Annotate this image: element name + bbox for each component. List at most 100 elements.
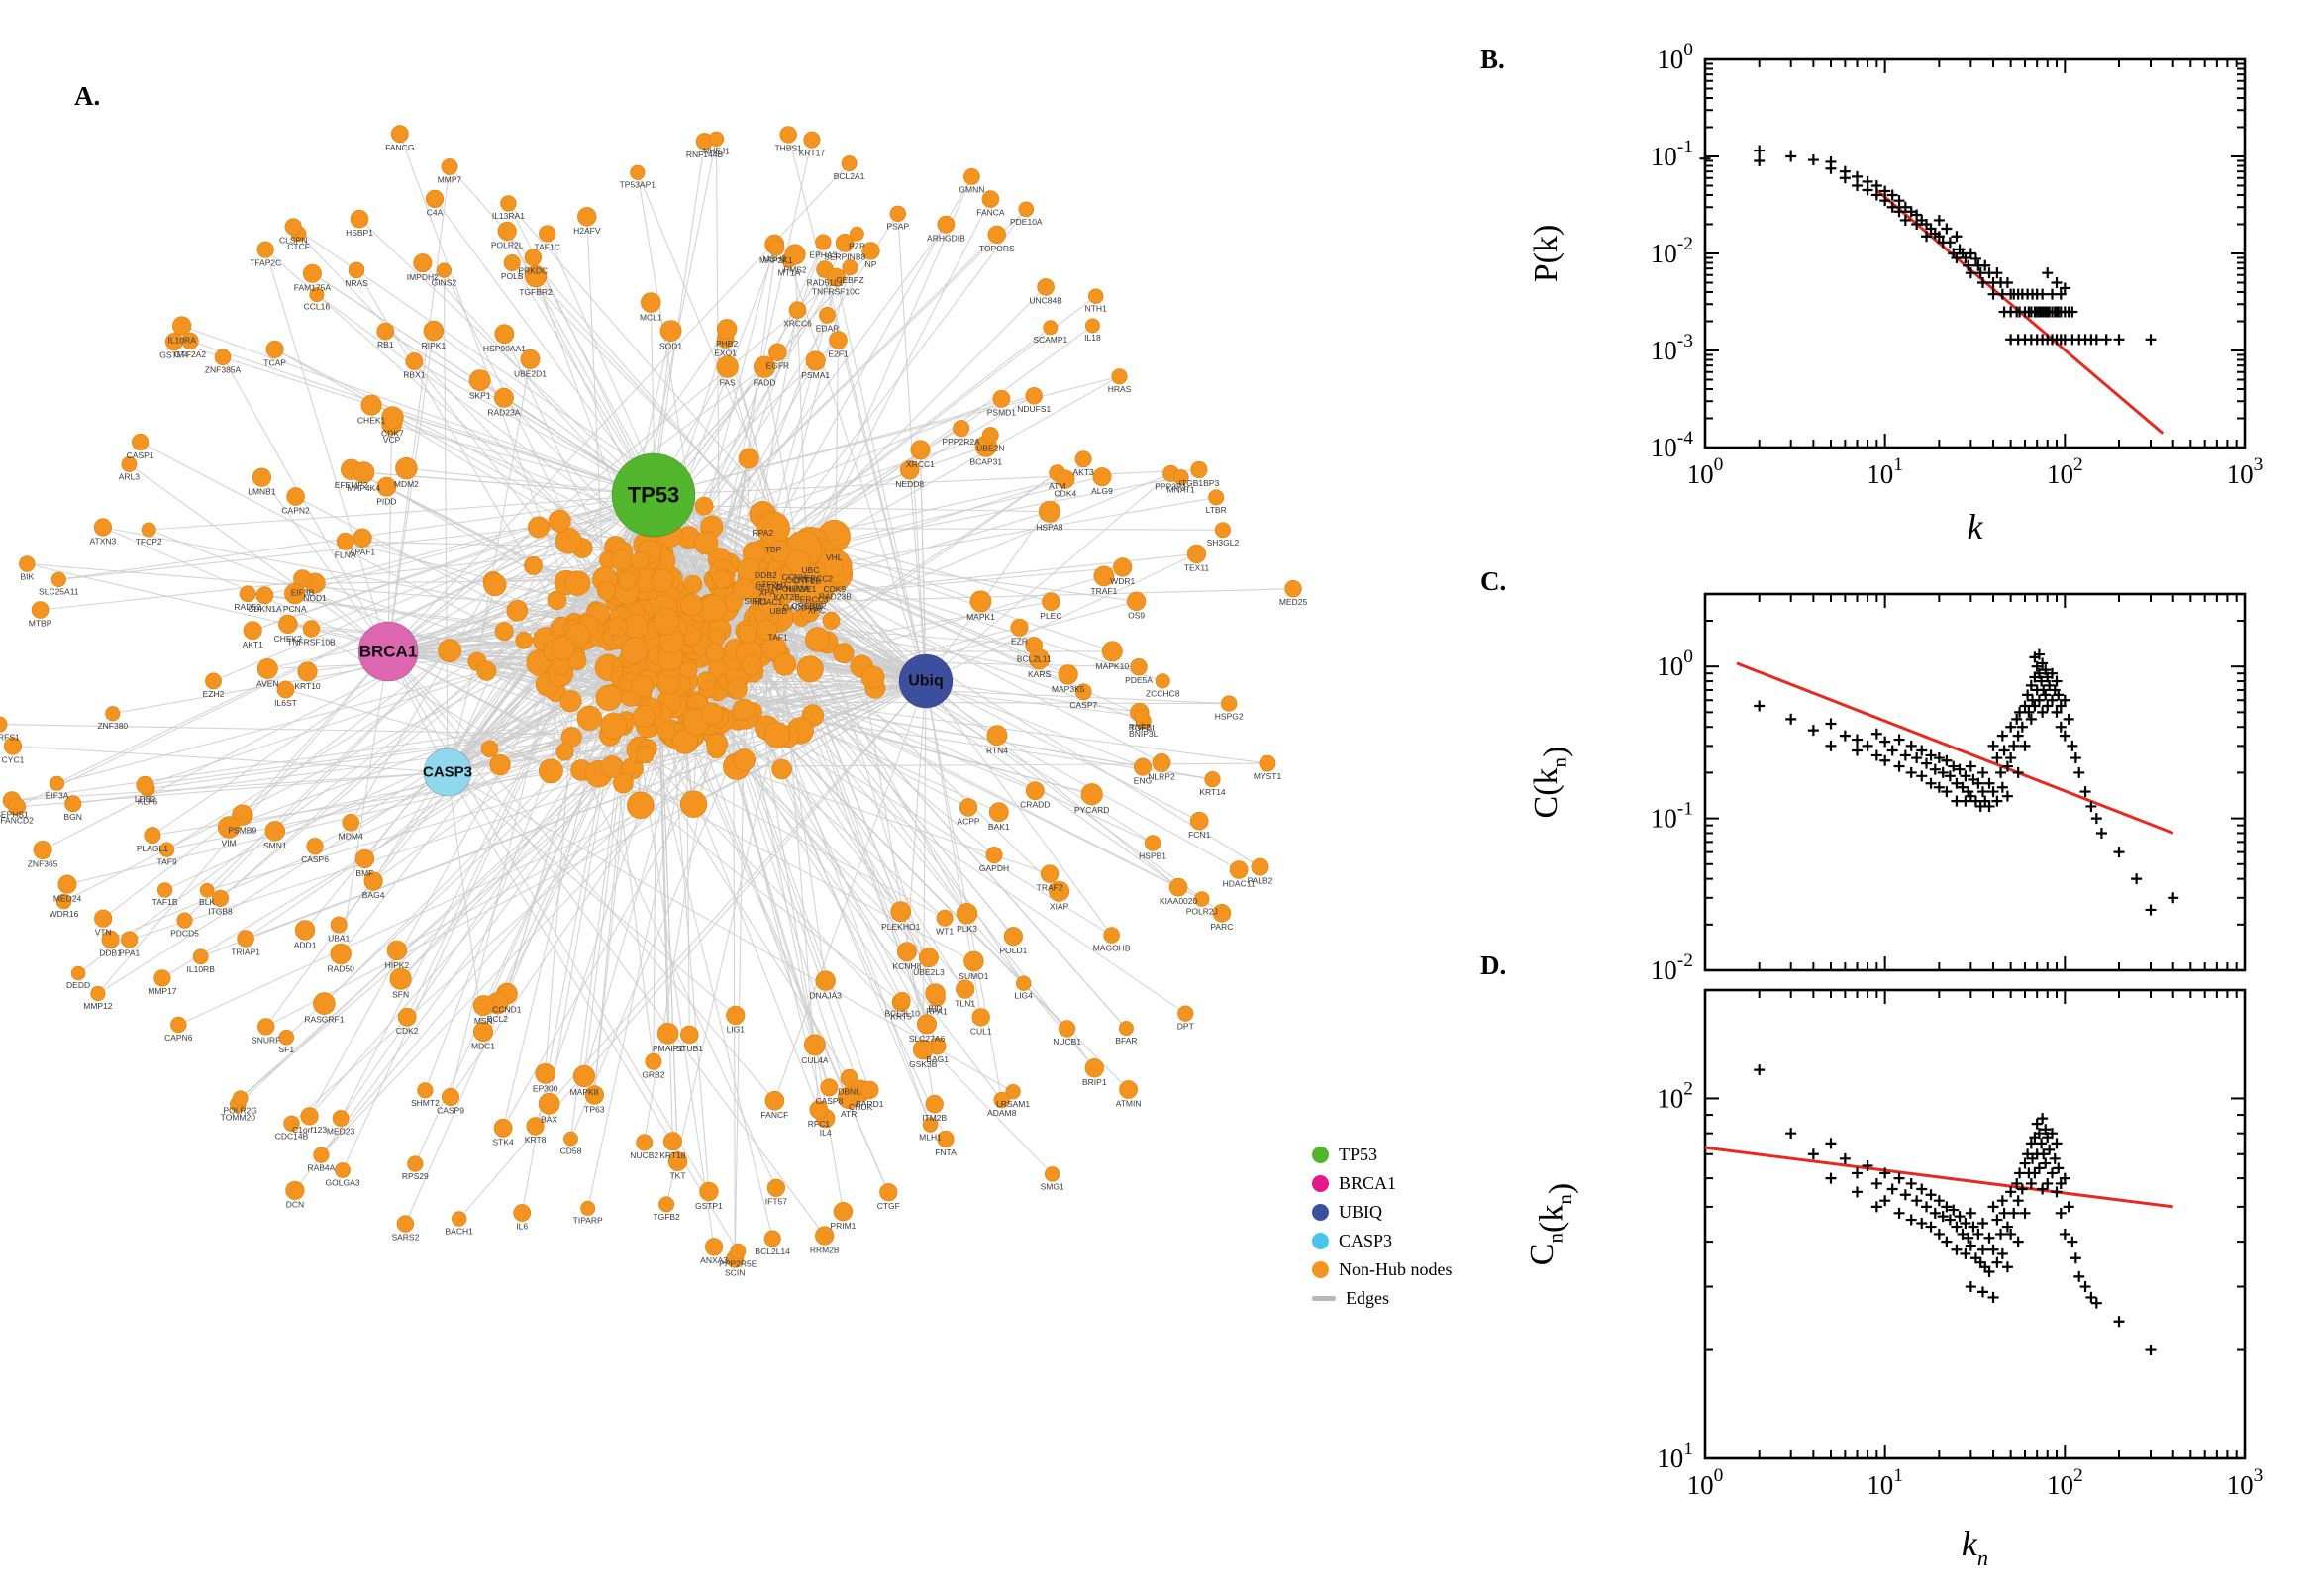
- gene-label: AVEN: [256, 679, 279, 689]
- legend-item-label: Edges: [1346, 1287, 1389, 1308]
- network-node: [489, 753, 511, 776]
- network-node: [679, 660, 698, 679]
- gene-label: NUCB2: [630, 1150, 658, 1160]
- gene-label: BCL2L10: [884, 1008, 920, 1018]
- gene-label: MED25: [1279, 597, 1308, 607]
- gene-label: VTN: [95, 928, 112, 938]
- svg-text:k: k: [1968, 507, 1984, 547]
- network-node: [645, 1052, 662, 1070]
- network-node: [700, 702, 724, 726]
- network-node: [214, 349, 232, 366]
- gene-label: MTBP: [29, 619, 52, 629]
- gene-label: UBE2L3: [913, 967, 945, 977]
- network-node: [584, 1085, 604, 1105]
- network-node: [94, 909, 113, 928]
- gene-label: EDAR: [816, 323, 840, 333]
- network-node: [417, 1082, 434, 1099]
- network-node: [284, 582, 306, 605]
- gene-label: C4A: [427, 208, 444, 218]
- network-node: [1015, 975, 1032, 991]
- network-node: [835, 233, 855, 252]
- network-node: [580, 1200, 596, 1216]
- network-node: [158, 842, 175, 857]
- network-node: [636, 745, 655, 764]
- network-node: [1190, 460, 1208, 479]
- gene-label: PIDD: [376, 496, 396, 506]
- gene-label: EZR: [1011, 637, 1028, 647]
- gene-label: TP53AP1: [620, 180, 656, 190]
- network-node: [682, 574, 703, 594]
- gene-label: PARC: [1210, 922, 1233, 932]
- network-node: [704, 1238, 724, 1256]
- network-node: [497, 221, 517, 241]
- gene-label: RIPK1: [422, 341, 447, 350]
- network-node: [294, 920, 316, 941]
- network-node: [696, 671, 716, 691]
- gene-label: GSK3B: [909, 1059, 938, 1069]
- gene-label: BNIP3L: [1129, 729, 1159, 739]
- network-node: [55, 893, 72, 910]
- gene-label: KRT5: [890, 1012, 912, 1022]
- gene-label: CDKN1A: [248, 604, 282, 614]
- gene-label: HSPB1: [1139, 850, 1166, 860]
- gene-label: WDR1: [1110, 576, 1135, 586]
- network-node: [963, 950, 984, 972]
- gene-label: SH3GL2: [1207, 538, 1240, 548]
- network-node: [423, 320, 445, 342]
- network-node: [732, 698, 755, 722]
- network-node: [805, 350, 826, 371]
- network-node: [981, 190, 1000, 208]
- svg-text:Cn(kn): Cn(kn): [1524, 1183, 1579, 1265]
- network-node: [708, 131, 725, 148]
- gene-label: XRCC1: [906, 459, 935, 469]
- network-node: [730, 1243, 747, 1259]
- hub-node-ubiq: [898, 653, 954, 709]
- network-node: [732, 578, 755, 601]
- gene-label: HUWE1: [786, 584, 817, 594]
- network-node: [476, 661, 497, 681]
- network-node: [971, 1008, 990, 1027]
- gene-label: CUL4A: [801, 1055, 829, 1065]
- legend-item-label: Non-Hub nodes: [1339, 1258, 1453, 1279]
- network-node: [278, 1029, 295, 1046]
- gene-label: GMNN: [959, 185, 984, 195]
- hub-label-ubiq: Ubiq: [908, 673, 944, 690]
- gene-label: KLF6: [138, 796, 158, 806]
- gene-label: POLR2G: [223, 1106, 257, 1116]
- network-node: [893, 991, 911, 1009]
- network-node: [563, 1131, 578, 1147]
- gene-label: SMN1: [263, 841, 287, 850]
- gene-label: UBE2N: [976, 444, 1004, 453]
- network-node: [956, 979, 975, 999]
- gene-label: BFAR: [1115, 1036, 1137, 1046]
- panel-d-label: D.: [1480, 950, 1507, 980]
- gene-label: KRT14: [1199, 787, 1226, 797]
- gene-label: AKT3: [1072, 467, 1094, 477]
- network-node: [468, 369, 491, 392]
- network-node: [121, 456, 138, 472]
- gene-label: RB1: [377, 340, 394, 349]
- network-node: [969, 590, 992, 613]
- gene-label: MNAT1: [1167, 485, 1195, 495]
- node-swatch-icon: [1312, 1203, 1329, 1221]
- network-node: [494, 622, 514, 642]
- network-node: [1058, 1020, 1076, 1038]
- gene-label: MCL1: [640, 313, 662, 323]
- network-node: [192, 948, 209, 965]
- network-node: [390, 125, 409, 144]
- network-node: [503, 253, 521, 271]
- network-node: [925, 1094, 944, 1114]
- legend-item: CASP3: [1312, 1231, 1453, 1250]
- network-node: [1044, 1166, 1060, 1182]
- gene-label: KRT8: [525, 1135, 547, 1145]
- gene-label: BCL2A1: [834, 171, 865, 181]
- network-node: [217, 816, 241, 839]
- gene-label: ATM: [1049, 481, 1065, 491]
- gene-label: CDC14B: [275, 1132, 309, 1142]
- network-node: [1043, 320, 1059, 336]
- gene-label: RPS29: [402, 1171, 429, 1181]
- network-node: [815, 234, 832, 250]
- gene-label: EP300: [533, 1083, 558, 1093]
- gene-label: CHEK1: [357, 415, 386, 425]
